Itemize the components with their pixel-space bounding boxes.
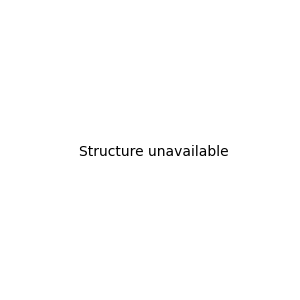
Text: Structure unavailable: Structure unavailable bbox=[79, 145, 229, 158]
